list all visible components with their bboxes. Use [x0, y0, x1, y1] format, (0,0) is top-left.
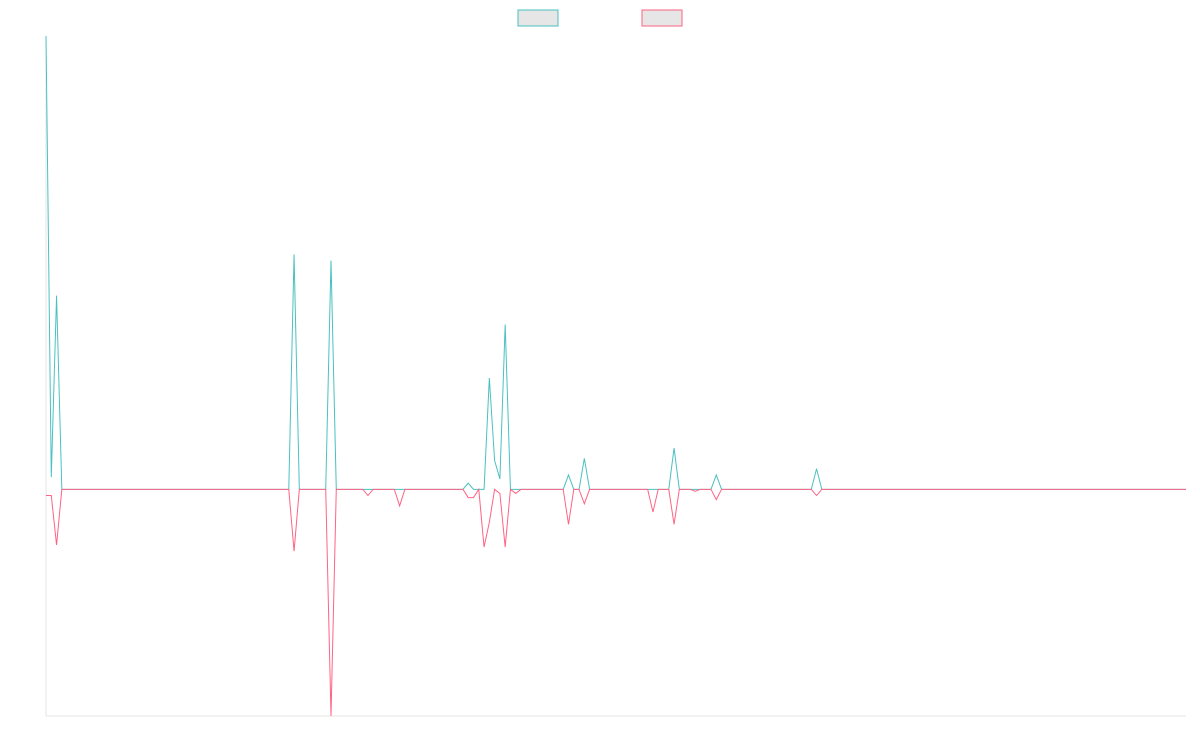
series-layer: [45, 35, 1186, 717]
legend-swatch-2: [641, 9, 683, 27]
series-line-2: [46, 487, 1186, 717]
legend-swatch-1: [517, 9, 559, 27]
series-line-1: [45, 35, 1186, 490]
legend: [517, 9, 683, 27]
axes: [45, 36, 1186, 717]
